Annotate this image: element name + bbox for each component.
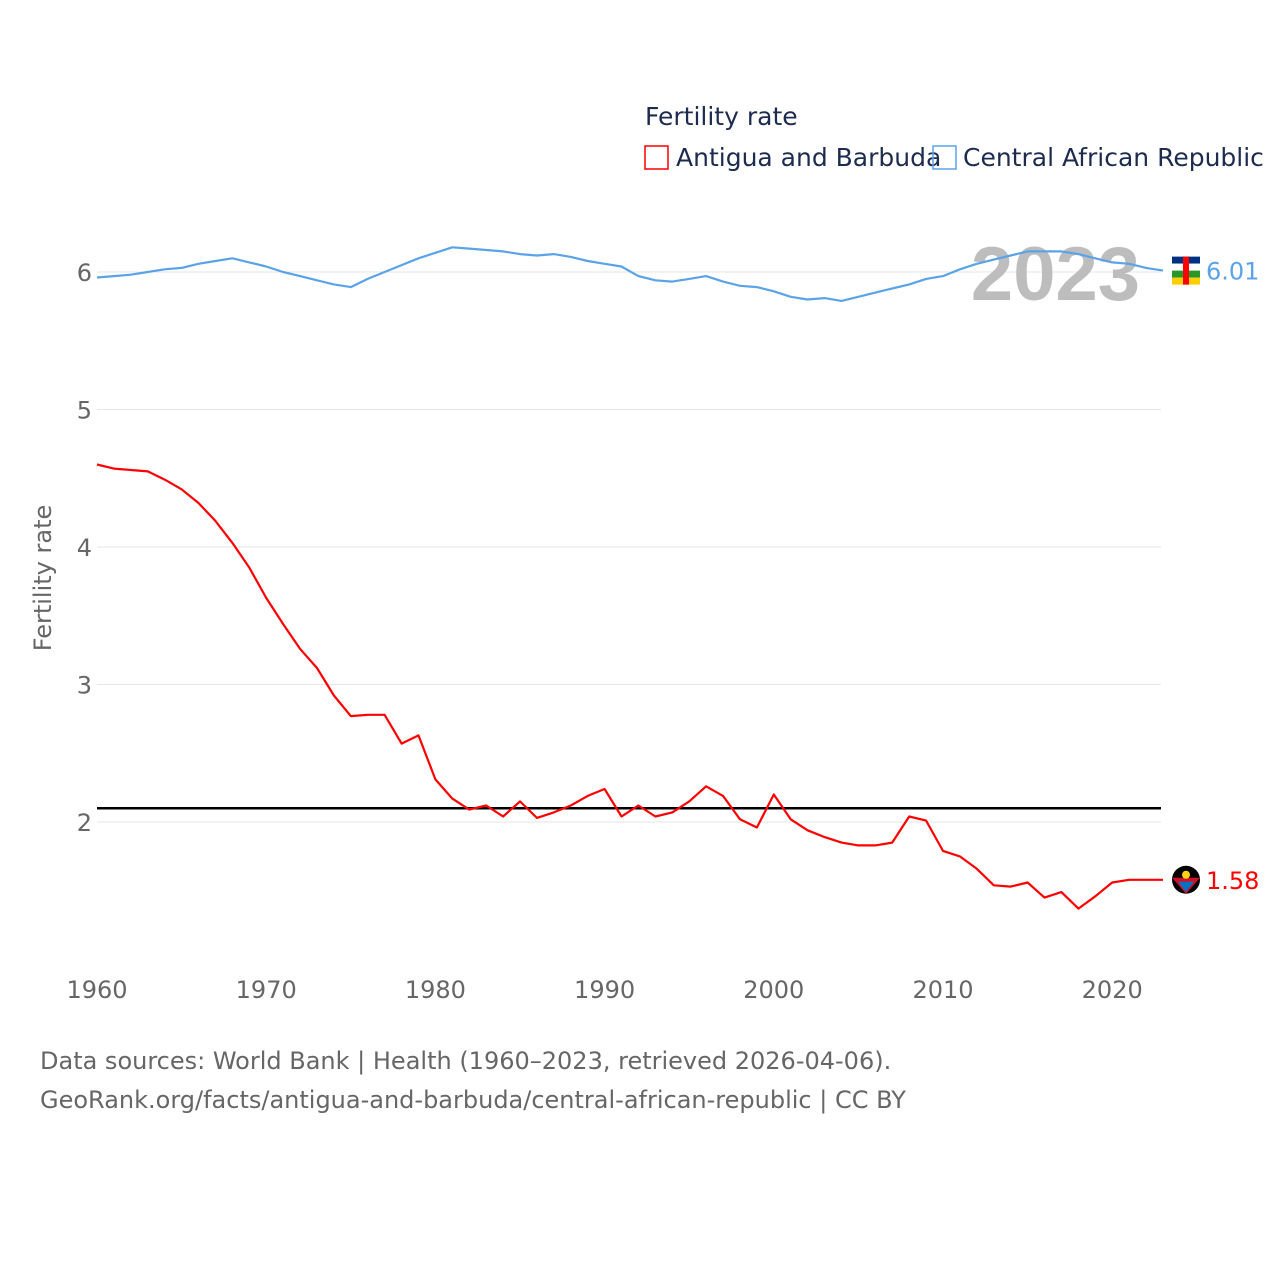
y-axis: 2 3 4 5 6 — [77, 259, 92, 837]
x-axis: 1960 1970 1980 1990 2000 2010 2020 — [66, 976, 1142, 1004]
legend-label-car: Central African Republic — [963, 143, 1264, 172]
end-value-label: 6.01 — [1206, 258, 1259, 286]
flag-blue — [1178, 881, 1194, 892]
y-tick-label: 4 — [77, 534, 92, 562]
legend-swatch-car — [932, 145, 957, 170]
legend-item-car[interactable]: Central African Republic — [932, 143, 1264, 172]
footer-source: Data sources: World Bank | Health (1960–… — [40, 1047, 891, 1075]
x-tick-label: 1990 — [574, 976, 635, 1004]
end-value-label: 1.58 — [1206, 867, 1259, 895]
x-tick-label: 1980 — [405, 976, 466, 1004]
y-axis-label: Fertility rate — [29, 505, 57, 652]
y-tick-label: 2 — [77, 809, 92, 837]
series-end-markers: 1.58 6.01 — [1172, 256, 1259, 895]
y-tick-label: 5 — [77, 397, 92, 425]
x-tick-label: 1960 — [66, 976, 127, 1004]
x-tick-label: 2020 — [1082, 976, 1143, 1004]
y-tick-label: 3 — [77, 672, 92, 700]
x-tick-label: 1970 — [236, 976, 297, 1004]
series-lines — [96, 246, 1164, 910]
legend-swatch-antigua — [644, 145, 669, 170]
footer-link[interactable]: GeoRank.org/facts/antigua-and-barbuda/ce… — [40, 1086, 906, 1114]
antigua-flag-icon — [1172, 865, 1200, 894]
series-line-car — [96, 246, 1164, 302]
flag-sun — [1182, 870, 1190, 879]
flag-red — [1183, 256, 1189, 285]
y-tick-label: 6 — [77, 259, 92, 287]
car-flag-icon — [1172, 256, 1200, 285]
series-line-antigua — [96, 463, 1163, 910]
year-watermark: 2023 — [971, 232, 1140, 317]
grid — [97, 271, 1161, 823]
legend-label-antigua: Antigua and Barbuda — [676, 143, 941, 172]
x-tick-label: 2010 — [912, 976, 973, 1004]
legend-title: Fertility rate — [645, 102, 798, 131]
x-tick-label: 2000 — [743, 976, 804, 1004]
legend-item-antigua[interactable]: Antigua and Barbuda — [644, 143, 941, 172]
